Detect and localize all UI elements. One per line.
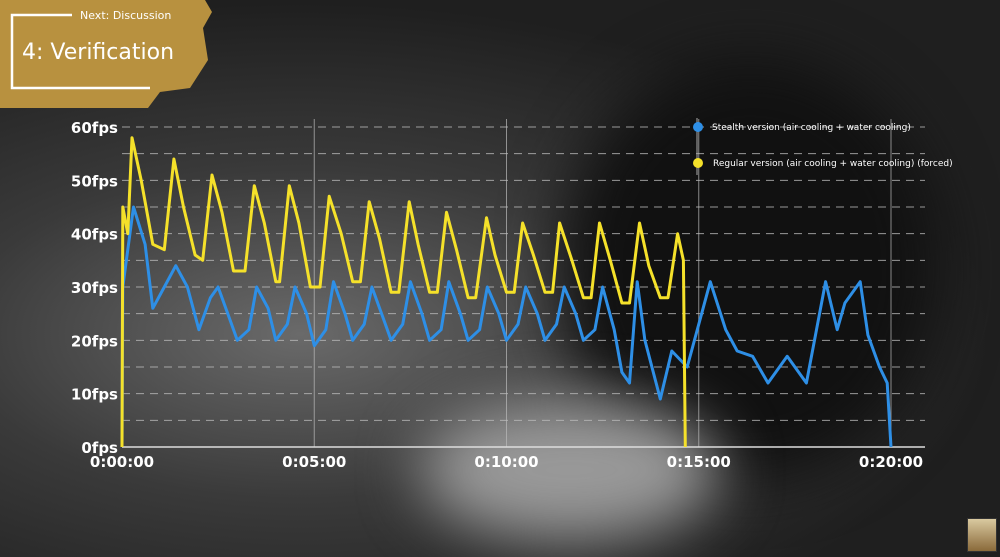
legend-label-regular: Regular version (air cooling + water coo… <box>713 159 953 169</box>
series-line-regular <box>120 136 687 448</box>
legend: Stealth version (air cooling + water coo… <box>693 118 953 175</box>
legend-marker-stealth <box>693 122 703 132</box>
section-banner <box>0 0 212 108</box>
y-tick-label: 10fps <box>71 386 118 404</box>
background-blur <box>420 400 720 540</box>
y-tick-label: 40fps <box>71 226 118 244</box>
x-tick-label: 0:00:00 <box>90 453 154 471</box>
y-axis: 0fps 10fps 20fps 30fps 40fps 50fps 60fps <box>71 119 118 457</box>
grid <box>122 119 925 448</box>
x-tick-label: 0:05:00 <box>282 453 346 471</box>
next-section-label: Next: Discussion <box>80 9 172 22</box>
x-axis: 0:00:00 0:05:00 0:10:00 0:15:00 0:20:00 <box>90 453 923 471</box>
x-tick-label: 0:10:00 <box>474 453 538 471</box>
series-line-stealth <box>120 205 893 448</box>
y-tick-label: 0fps <box>81 439 118 457</box>
legend-marker-regular <box>693 158 703 168</box>
x-tick-label: 0:20:00 <box>859 453 923 471</box>
y-tick-label: 20fps <box>71 332 118 350</box>
y-tick-label: 30fps <box>71 279 118 297</box>
channel-logo <box>967 518 997 552</box>
series-lines <box>120 136 893 448</box>
y-tick-label: 50fps <box>71 172 118 190</box>
y-tick-label: 60fps <box>71 119 118 137</box>
legend-label-stealth: Stealth version (air cooling + water coo… <box>712 123 911 133</box>
x-tick-label: 0:15:00 <box>667 453 731 471</box>
section-title: 4: Verification <box>22 40 175 65</box>
